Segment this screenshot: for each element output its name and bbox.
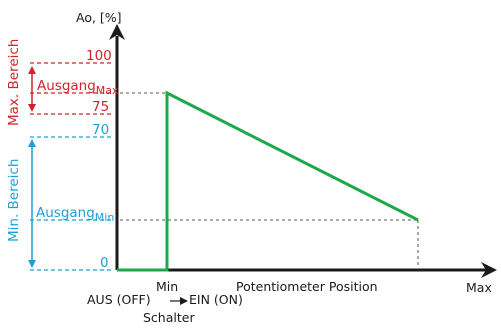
min-range-label: Min. Bereich bbox=[6, 159, 22, 242]
switch-label: Schalter bbox=[143, 310, 195, 325]
switch-on-label: EIN (ON) bbox=[189, 292, 243, 307]
output-min-label: AusgangMin bbox=[36, 205, 114, 224]
y-axis-arrowhead bbox=[109, 24, 125, 40]
tick-75: 75 bbox=[92, 99, 109, 115]
x-axis-label: Potentiometer Position bbox=[236, 279, 378, 294]
y-axis-label: Ao, [%] bbox=[76, 10, 122, 25]
switch-off-label: AUS (OFF) bbox=[87, 292, 151, 307]
output-max-label: AusgangMax bbox=[37, 78, 119, 97]
tick-0: 0 bbox=[100, 255, 109, 271]
x-max-label: Max bbox=[466, 280, 492, 295]
tick-70: 70 bbox=[92, 122, 109, 138]
x-min-label: Min bbox=[156, 279, 178, 294]
tick-100: 100 bbox=[86, 48, 112, 64]
max-range-label: Max. Bereich bbox=[6, 39, 22, 126]
output-curve bbox=[117, 90, 419, 272]
x-axis-arrowhead bbox=[481, 262, 497, 278]
